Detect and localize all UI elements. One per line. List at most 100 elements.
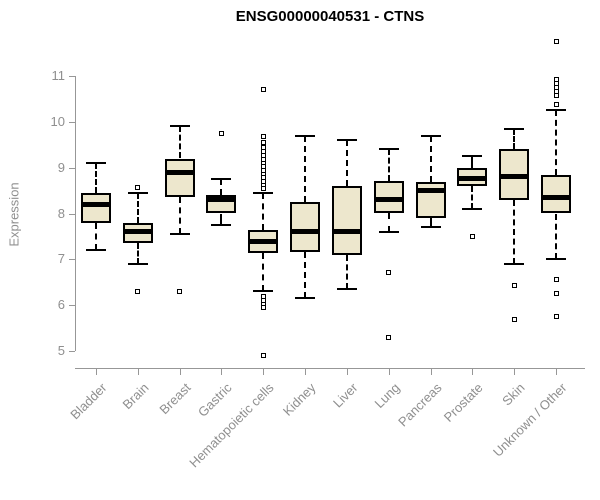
- whisker-cap-upper: [127, 191, 148, 194]
- whisker-lower: [136, 243, 139, 264]
- x-tick-mark: [514, 369, 516, 375]
- outlier-point: [135, 288, 141, 294]
- median-line: [122, 229, 153, 235]
- whisker-cap-lower: [336, 288, 357, 291]
- whisker-cap-lower: [86, 249, 106, 252]
- median-line: [206, 197, 237, 203]
- x-axis-line: [75, 368, 585, 369]
- box: [290, 202, 321, 253]
- whisker-lower: [471, 186, 474, 209]
- y-tick-label: 6: [57, 297, 65, 313]
- y-tick-mark: [69, 259, 75, 261]
- whisker-lower: [555, 213, 557, 260]
- y-tick-label: 5: [57, 343, 65, 358]
- outlier-point: [553, 102, 559, 108]
- outlier-point: [386, 334, 392, 340]
- whisker-cap-lower: [211, 223, 232, 226]
- whisker-cap-lower: [127, 262, 148, 265]
- x-tick-mark: [388, 369, 390, 375]
- box: [164, 158, 195, 198]
- outlier-point: [260, 353, 266, 359]
- median-line: [499, 174, 530, 180]
- whisker-cap-upper: [546, 109, 566, 112]
- y-tick-label: 10: [50, 113, 65, 129]
- median-line: [290, 229, 321, 235]
- box: [373, 181, 404, 213]
- outlier-point: [511, 317, 517, 323]
- median-line: [81, 201, 111, 207]
- median-line: [164, 169, 195, 175]
- whisker-lower: [262, 253, 265, 292]
- y-tick-label: 9: [57, 159, 65, 175]
- median-line: [331, 229, 362, 235]
- chart-title: ENSG00000040531 - CTNS: [235, 8, 425, 25]
- whisker-cap-lower: [295, 297, 316, 300]
- whisker-lower: [345, 254, 348, 290]
- whisker-cap-upper: [504, 127, 525, 130]
- outlier-point: [177, 288, 183, 294]
- y-tick-mark: [69, 167, 75, 169]
- whisker-cap-upper: [211, 178, 232, 181]
- y-tick-label: 7: [57, 251, 65, 267]
- outlier-point: [260, 139, 266, 145]
- whisker-upper: [471, 156, 474, 168]
- whisker-upper: [178, 126, 181, 159]
- whisker-upper: [136, 192, 139, 223]
- median-line: [415, 188, 446, 194]
- whisker-cap-lower: [504, 262, 525, 265]
- box: [331, 186, 362, 255]
- whisker-cap-upper: [86, 162, 106, 165]
- median-line: [248, 238, 279, 244]
- outlier-point: [553, 277, 559, 283]
- whisker-cap-upper: [462, 155, 483, 158]
- x-tick-mark: [179, 369, 181, 375]
- outlier-point: [135, 184, 141, 190]
- median-line: [373, 197, 404, 203]
- y-tick-mark: [69, 121, 75, 123]
- outlier-point: [553, 291, 559, 297]
- outlier-point: [260, 185, 266, 191]
- y-tick-mark: [69, 305, 75, 307]
- whisker-upper: [513, 128, 516, 150]
- y-tick-label: 8: [57, 205, 65, 221]
- x-tick-mark: [556, 369, 557, 375]
- x-tick-mark: [263, 369, 265, 375]
- whisker-lower: [220, 213, 223, 225]
- whisker-upper: [304, 135, 307, 203]
- whisker-cap-lower: [378, 230, 399, 233]
- whisker-lower: [387, 212, 390, 232]
- whisker-cap-lower: [253, 290, 274, 293]
- whisker-cap-upper: [420, 134, 441, 137]
- box: [541, 174, 571, 214]
- outlier-point: [553, 93, 559, 99]
- x-tick-mark: [346, 369, 348, 375]
- outlier-point: [218, 130, 224, 136]
- x-tick-mark: [137, 369, 139, 375]
- whisker-upper: [95, 163, 97, 193]
- outlier-point: [511, 282, 517, 288]
- whisker-lower: [178, 197, 181, 235]
- whisker-cap-upper: [295, 134, 316, 137]
- whisker-cap-lower: [420, 226, 441, 229]
- whisker-lower: [95, 222, 97, 251]
- whisker-upper: [262, 192, 265, 230]
- y-axis-label: Expression: [6, 182, 22, 247]
- whisker-cap-lower: [462, 207, 483, 210]
- whisker-cap-upper: [253, 191, 274, 194]
- x-category-label: Unknown / Other: [490, 380, 570, 460]
- outlier-point: [260, 87, 266, 93]
- box: [81, 192, 111, 223]
- x-tick-mark: [96, 369, 97, 375]
- x-tick-mark: [472, 369, 474, 375]
- whisker-lower: [513, 199, 516, 264]
- outlier-point: [469, 233, 475, 239]
- outlier-point: [260, 305, 266, 311]
- x-tick-mark: [221, 369, 223, 375]
- whisker-lower: [429, 218, 432, 228]
- whisker-upper: [345, 140, 348, 186]
- y-tick-mark: [69, 213, 75, 215]
- outlier-point: [553, 39, 559, 45]
- whisker-cap-lower: [546, 258, 566, 261]
- outlier-point: [260, 293, 266, 299]
